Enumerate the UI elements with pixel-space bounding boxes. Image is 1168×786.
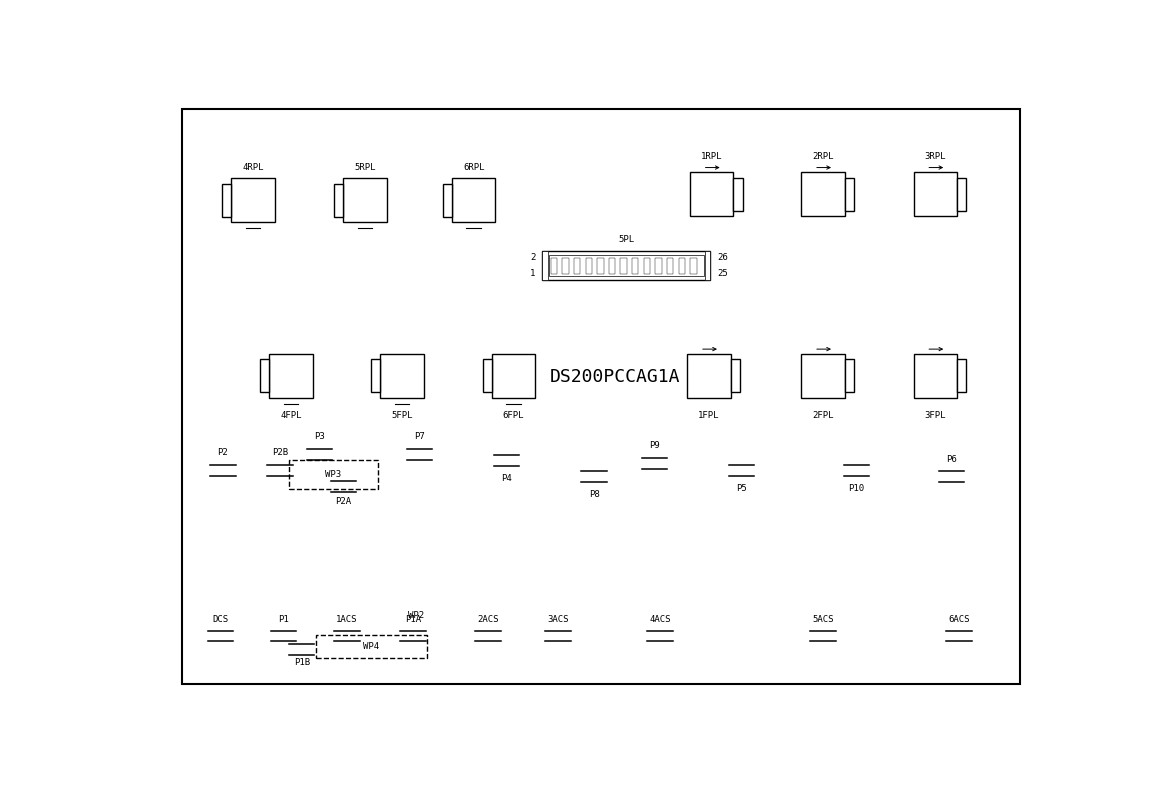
Text: P9: P9 (649, 441, 660, 450)
Bar (690, 172, 734, 216)
Text: 2: 2 (530, 253, 535, 262)
Text: 5RPL: 5RPL (354, 163, 376, 172)
Bar (549, 255, 703, 276)
Bar (222, 184, 231, 217)
Bar (679, 259, 684, 274)
Bar (844, 359, 854, 392)
Bar (667, 259, 673, 274)
Text: 26: 26 (717, 253, 728, 262)
Bar (913, 354, 957, 398)
Text: P1B: P1B (293, 659, 310, 667)
Text: 3ACS: 3ACS (547, 615, 569, 624)
Bar (343, 178, 387, 222)
Text: 25: 25 (717, 270, 728, 278)
Bar (542, 251, 548, 280)
Bar (704, 251, 710, 280)
Text: P7: P7 (413, 432, 425, 441)
Text: P6: P6 (946, 454, 957, 464)
Text: P5: P5 (736, 484, 748, 493)
Text: 2FPL: 2FPL (812, 411, 834, 420)
Text: P8: P8 (589, 490, 599, 499)
Text: 2ACS: 2ACS (478, 615, 499, 624)
Bar (913, 172, 957, 216)
Bar (734, 178, 743, 211)
Text: 6FPL: 6FPL (502, 411, 524, 420)
Bar (957, 178, 966, 211)
Bar (542, 251, 710, 280)
Bar (492, 354, 535, 398)
Text: 4ACS: 4ACS (649, 615, 670, 624)
Bar (443, 184, 452, 217)
Text: P2B: P2B (272, 449, 288, 457)
Text: DS200PCCAG1A: DS200PCCAG1A (550, 368, 680, 386)
Bar (609, 259, 616, 274)
Bar (644, 259, 651, 274)
Bar (260, 359, 269, 392)
Bar (231, 178, 274, 222)
Bar (801, 172, 844, 216)
Bar (844, 178, 854, 211)
Text: WP3: WP3 (326, 470, 341, 479)
Bar (597, 259, 604, 274)
Bar (334, 184, 343, 217)
Text: P2: P2 (217, 449, 228, 457)
Bar (371, 359, 381, 392)
Bar (632, 259, 639, 274)
Bar (269, 354, 313, 398)
Text: 4RPL: 4RPL (242, 163, 264, 172)
Bar (690, 259, 696, 274)
Bar (317, 635, 426, 659)
Text: P4: P4 (501, 474, 512, 483)
Text: 1RPL: 1RPL (701, 152, 723, 161)
Text: WP2: WP2 (408, 611, 424, 619)
Bar (957, 359, 966, 392)
Bar (731, 359, 739, 392)
Bar (482, 359, 492, 392)
Text: 5FPL: 5FPL (391, 411, 413, 420)
Text: 1: 1 (530, 270, 535, 278)
Bar (620, 259, 627, 274)
Text: P3: P3 (314, 432, 325, 441)
Bar (288, 460, 377, 489)
Text: 3FPL: 3FPL (925, 411, 946, 420)
Text: 5PL: 5PL (618, 235, 634, 244)
Text: DCS: DCS (213, 615, 228, 624)
Text: 6ACS: 6ACS (948, 615, 969, 624)
Bar (452, 178, 495, 222)
Bar (562, 259, 569, 274)
Bar (550, 259, 557, 274)
Text: P1A: P1A (405, 615, 422, 624)
Bar (585, 259, 592, 274)
Text: WP4: WP4 (363, 642, 380, 652)
Bar (687, 354, 731, 398)
Bar (801, 354, 844, 398)
Text: P1: P1 (278, 615, 288, 624)
Text: 1FPL: 1FPL (698, 411, 719, 420)
Text: 6RPL: 6RPL (463, 163, 485, 172)
Text: 5ACS: 5ACS (812, 615, 834, 624)
Text: 1ACS: 1ACS (336, 615, 357, 624)
Text: 4FPL: 4FPL (280, 411, 301, 420)
Bar (655, 259, 662, 274)
Text: 2RPL: 2RPL (812, 152, 834, 161)
Bar (573, 259, 580, 274)
Text: 3RPL: 3RPL (925, 152, 946, 161)
Text: P10: P10 (848, 484, 864, 493)
Text: P2A: P2A (335, 498, 352, 506)
Bar (381, 354, 424, 398)
